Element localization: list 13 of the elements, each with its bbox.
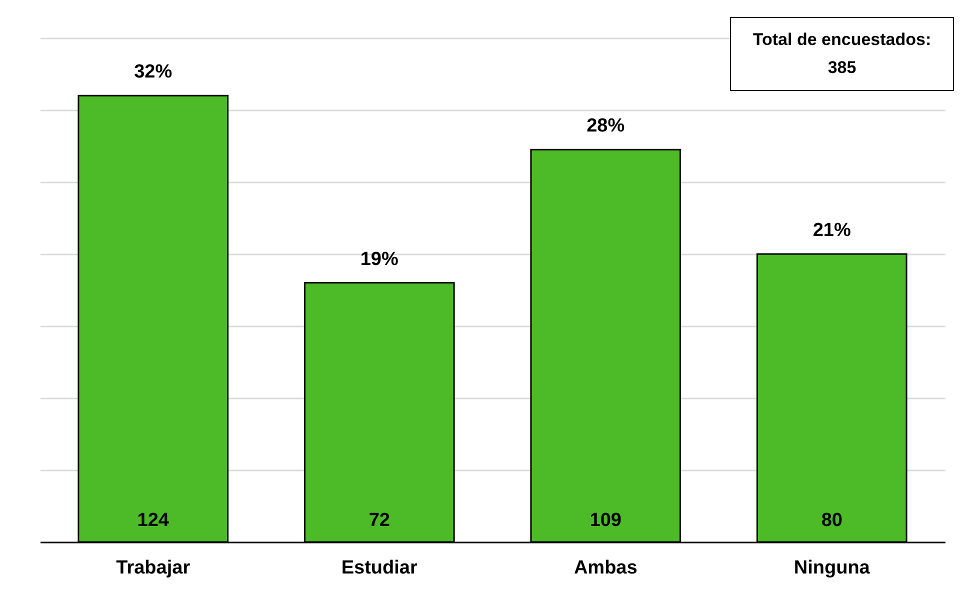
annotation: 28% <box>586 116 625 137</box>
x-tick-label: Estudiar <box>341 558 418 578</box>
x-tick-label: Ambas <box>574 558 638 578</box>
data-label: 72 <box>368 510 390 531</box>
data-label: 124 <box>137 510 170 531</box>
data-label: 80 <box>821 510 842 531</box>
x-tick-label: Trabajar <box>116 558 191 578</box>
text-box: Total de encuestados: 385 <box>730 17 954 91</box>
annotation: 19% <box>360 248 398 270</box>
x-tick-label: Ninguna <box>794 558 870 578</box>
annotation: 21% <box>812 220 851 241</box>
annotation: 32% <box>134 62 172 83</box>
data-label: 109 <box>590 510 622 531</box>
